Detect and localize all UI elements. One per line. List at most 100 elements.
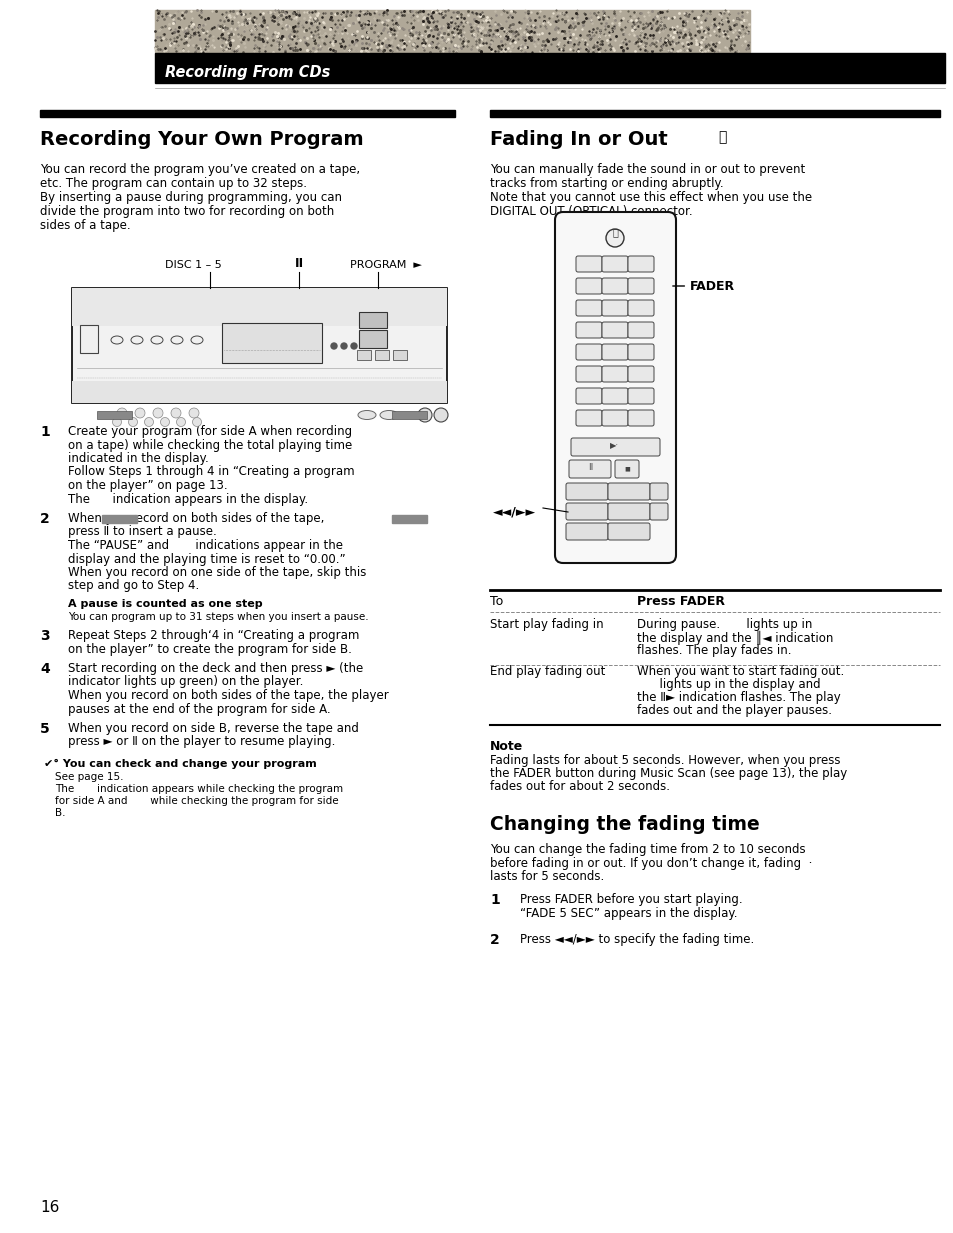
Text: When you want to start fading out.: When you want to start fading out. bbox=[637, 665, 843, 678]
FancyBboxPatch shape bbox=[627, 256, 654, 272]
Text: Note that you cannot use this effect when you use the: Note that you cannot use this effect whe… bbox=[490, 191, 811, 203]
Text: “FADE 5 SEC” appears in the display.: “FADE 5 SEC” appears in the display. bbox=[519, 907, 737, 921]
Text: 1: 1 bbox=[490, 894, 499, 907]
Ellipse shape bbox=[171, 337, 183, 344]
Text: ✔° You can check and change your program: ✔° You can check and change your program bbox=[44, 760, 316, 769]
Circle shape bbox=[193, 418, 201, 427]
Bar bbox=[154, 53, 944, 83]
Bar bbox=[154, 10, 749, 52]
Text: FADER: FADER bbox=[672, 280, 735, 292]
FancyBboxPatch shape bbox=[601, 300, 627, 316]
Text: When you record on both sides of the tape, the player: When you record on both sides of the tap… bbox=[68, 689, 388, 702]
FancyBboxPatch shape bbox=[576, 322, 601, 338]
FancyBboxPatch shape bbox=[565, 483, 607, 501]
Text: display and the playing time is reset to “0.00.”: display and the playing time is reset to… bbox=[68, 552, 345, 566]
Circle shape bbox=[331, 343, 336, 349]
Text: Ⅱ: Ⅱ bbox=[587, 464, 592, 472]
Text: When you record on both sides of the tape,: When you record on both sides of the tap… bbox=[68, 512, 324, 525]
Text: on the player” to create the program for side B.: on the player” to create the program for… bbox=[68, 642, 352, 656]
Text: ◄◄/►►: ◄◄/►► bbox=[493, 506, 536, 519]
Text: fades out for about 2 seconds.: fades out for about 2 seconds. bbox=[490, 780, 669, 793]
Bar bbox=[71, 289, 447, 403]
FancyBboxPatch shape bbox=[576, 344, 601, 360]
Text: press ► or Ⅱ on the player to resume playing.: press ► or Ⅱ on the player to resume pla… bbox=[68, 736, 335, 748]
Text: etc. The program can contain up to 32 steps.: etc. The program can contain up to 32 st… bbox=[40, 178, 307, 190]
FancyBboxPatch shape bbox=[571, 438, 659, 456]
FancyBboxPatch shape bbox=[601, 256, 627, 272]
Ellipse shape bbox=[357, 411, 375, 419]
FancyBboxPatch shape bbox=[601, 388, 627, 404]
FancyBboxPatch shape bbox=[649, 483, 667, 501]
Bar bbox=[375, 350, 389, 360]
Text: Start play fading in: Start play fading in bbox=[490, 618, 603, 631]
FancyBboxPatch shape bbox=[601, 277, 627, 293]
Text: 2: 2 bbox=[40, 512, 50, 526]
Circle shape bbox=[176, 418, 185, 427]
Bar bbox=[393, 350, 407, 360]
Text: flashes. The play fades in.: flashes. The play fades in. bbox=[637, 644, 791, 657]
Text: Repeat Steps 2 through‘4 in “Creating a program: Repeat Steps 2 through‘4 in “Creating a … bbox=[68, 629, 359, 642]
Bar bbox=[40, 110, 455, 117]
FancyBboxPatch shape bbox=[576, 277, 601, 293]
Text: Fading lasts for about 5 seconds. However, when you press: Fading lasts for about 5 seconds. Howeve… bbox=[490, 755, 840, 767]
Text: ⏻: ⏻ bbox=[612, 227, 618, 237]
FancyBboxPatch shape bbox=[607, 483, 649, 501]
Text: You can change the fading time from 2 to 10 seconds: You can change the fading time from 2 to… bbox=[490, 843, 804, 856]
Bar bbox=[71, 381, 447, 403]
Text: To: To bbox=[490, 596, 503, 608]
Bar bbox=[358, 330, 387, 348]
FancyBboxPatch shape bbox=[576, 411, 601, 425]
Text: Press ◄◄/►► to specify the fading time.: Press ◄◄/►► to specify the fading time. bbox=[519, 933, 754, 947]
Bar bbox=[490, 110, 939, 117]
Circle shape bbox=[129, 418, 137, 427]
Circle shape bbox=[152, 408, 163, 418]
Text: the display and the ║◄ indication: the display and the ║◄ indication bbox=[637, 631, 833, 645]
Text: pauses at the end of the program for side A.: pauses at the end of the program for sid… bbox=[68, 703, 331, 715]
Circle shape bbox=[117, 408, 127, 418]
Text: indicator lights up green) on the player.: indicator lights up green) on the player… bbox=[68, 676, 303, 688]
Text: The       indication appears while checking the program: The indication appears while checking th… bbox=[55, 784, 343, 794]
Bar bbox=[71, 289, 447, 326]
Text: on the player” on page 13.: on the player” on page 13. bbox=[68, 478, 228, 492]
FancyBboxPatch shape bbox=[601, 322, 627, 338]
Text: lights up in the display and: lights up in the display and bbox=[637, 678, 820, 690]
Bar bbox=[356, 350, 371, 360]
Text: Follow Steps 1 through 4 in “Creating a program: Follow Steps 1 through 4 in “Creating a … bbox=[68, 466, 355, 478]
Text: 3: 3 bbox=[40, 629, 50, 642]
Ellipse shape bbox=[151, 337, 163, 344]
FancyBboxPatch shape bbox=[555, 212, 676, 563]
FancyBboxPatch shape bbox=[627, 388, 654, 404]
FancyBboxPatch shape bbox=[565, 503, 607, 520]
FancyBboxPatch shape bbox=[576, 366, 601, 382]
Bar bbox=[97, 411, 132, 419]
Text: for side A and       while checking the program for side: for side A and while checking the progra… bbox=[55, 797, 338, 806]
Bar bbox=[222, 323, 322, 363]
Circle shape bbox=[189, 408, 199, 418]
Text: By inserting a pause during programming, you can: By inserting a pause during programming,… bbox=[40, 191, 341, 203]
Text: tracks from starting or ending abruptly.: tracks from starting or ending abruptly. bbox=[490, 178, 723, 190]
Text: You can manually fade the sound in or out to prevent: You can manually fade the sound in or ou… bbox=[490, 163, 804, 176]
Text: the Ⅱ► indication flashes. The play: the Ⅱ► indication flashes. The play bbox=[637, 690, 840, 704]
Text: Fading In or Out: Fading In or Out bbox=[490, 129, 667, 149]
Ellipse shape bbox=[111, 337, 123, 344]
Text: See page 15.: See page 15. bbox=[55, 772, 123, 782]
Text: DIGITAL OUT (OPTICAL) connector.: DIGITAL OUT (OPTICAL) connector. bbox=[490, 205, 692, 218]
Text: press Ⅱ to insert a pause.: press Ⅱ to insert a pause. bbox=[68, 525, 216, 539]
FancyBboxPatch shape bbox=[601, 366, 627, 382]
FancyBboxPatch shape bbox=[576, 300, 601, 316]
FancyBboxPatch shape bbox=[601, 411, 627, 425]
Text: ▶·: ▶· bbox=[610, 441, 618, 450]
Text: During pause.       lights up in: During pause. lights up in bbox=[637, 618, 812, 631]
Text: indicated in the display.: indicated in the display. bbox=[68, 453, 209, 465]
Text: Ⅱ: Ⅱ bbox=[294, 256, 303, 270]
Text: DISC 1 – 5: DISC 1 – 5 bbox=[165, 260, 221, 270]
Text: 16: 16 bbox=[40, 1200, 59, 1215]
Text: Press FADER before you start playing.: Press FADER before you start playing. bbox=[519, 894, 741, 906]
FancyBboxPatch shape bbox=[627, 300, 654, 316]
Text: Create your program (for side A when recording: Create your program (for side A when rec… bbox=[68, 425, 352, 438]
Text: Changing the fading time: Changing the fading time bbox=[490, 815, 759, 834]
Text: The “PAUSE” and       indications appear in the: The “PAUSE” and indications appear in th… bbox=[68, 539, 343, 552]
FancyBboxPatch shape bbox=[615, 460, 639, 478]
Text: divide the program into two for recording on both: divide the program into two for recordin… bbox=[40, 205, 334, 218]
Bar bbox=[392, 515, 427, 523]
